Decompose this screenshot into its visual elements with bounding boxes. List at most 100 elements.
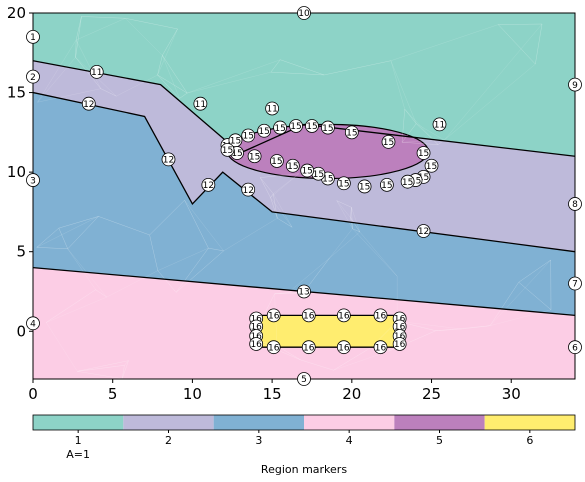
boundary-marker: 16 <box>301 340 316 355</box>
boundary-marker-label: 12 <box>418 227 429 237</box>
colorbar-label: Region markers <box>261 463 347 476</box>
boundary-marker: 15 <box>357 179 372 194</box>
boundary-marker-label: 16 <box>268 343 280 353</box>
boundary-marker: 3 <box>26 173 40 187</box>
boundary-marker-label: 15 <box>322 124 333 134</box>
boundary-marker-label: 3 <box>30 176 36 186</box>
x-tick-label: 20 <box>342 385 361 403</box>
colorbar-tick-label: 4 <box>346 434 353 447</box>
boundary-marker-label: 4 <box>30 320 36 330</box>
boundary-marker-label: 11 <box>434 121 445 131</box>
boundary-marker-label: 13 <box>298 288 309 298</box>
x-tick-label: 10 <box>183 385 202 403</box>
x-tick-label: 0 <box>28 385 38 403</box>
boundary-marker: 15 <box>257 123 272 138</box>
boundary-marker: 13 <box>297 284 311 299</box>
boundary-marker: 15 <box>344 125 359 140</box>
boundary-marker: 15 <box>311 166 326 181</box>
boundary-marker-label: 15 <box>290 122 301 132</box>
y-tick-label: 20 <box>7 4 26 22</box>
boundary-marker-label: 16 <box>268 312 280 322</box>
boundary-marker: 1 <box>26 29 40 44</box>
boundary-marker: 16 <box>373 308 388 323</box>
boundary-marker: 12 <box>201 177 216 192</box>
boundary-marker: 16 <box>336 308 351 323</box>
boundary-marker-label: 9 <box>572 81 578 91</box>
boundary-marker-label: 16 <box>250 323 262 333</box>
colorbar-tick-label: 6 <box>526 434 533 447</box>
boundary-marker-label: 7 <box>572 280 578 290</box>
boundary-marker-label: 12 <box>83 100 94 110</box>
x-tick-label: 15 <box>263 385 282 403</box>
boundary-marker: 15 <box>269 154 284 168</box>
x-axis: 0 5 10 15 20 25 30 <box>28 379 521 403</box>
boundary-marker: 15 <box>379 177 394 192</box>
boundary-marker: 15 <box>247 149 262 164</box>
boundary-marker: 15 <box>424 158 439 173</box>
boundary-marker-label: 15 <box>381 181 392 191</box>
boundary-marker: 16 <box>249 337 264 351</box>
boundary-marker: 15 <box>285 158 300 173</box>
boundary-marker-label: 15 <box>222 146 233 156</box>
boundary-marker-label: 15 <box>249 152 260 162</box>
boundary-marker: 9 <box>568 77 582 92</box>
colorbar-swatch <box>123 415 214 430</box>
boundary-marker: 15 <box>305 119 319 133</box>
boundary-marker: 11 <box>89 64 104 79</box>
boundary-marker-label: 11 <box>266 105 277 115</box>
boundary-marker: 12 <box>81 96 96 111</box>
colorbar-tick-label: 2 <box>165 434 172 447</box>
colorbar-tick-label: 1 <box>75 434 82 447</box>
boundary-marker-label: 10 <box>298 9 310 19</box>
boundary-marker-label: 15 <box>402 178 413 188</box>
boundary-marker: 12 <box>416 224 431 238</box>
boundary-marker: 10 <box>297 6 311 20</box>
boundary-marker-label: 15 <box>287 162 298 172</box>
x-tick-label: 25 <box>422 385 441 403</box>
colorbar-tick-label: 3 <box>255 434 262 447</box>
boundary-marker-label: 16 <box>303 312 315 322</box>
boundary-marker: 7 <box>568 276 582 291</box>
boundary-marker-label: 12 <box>203 181 214 191</box>
boundary-marker: 16 <box>392 319 407 334</box>
mesh-lines <box>36 16 552 379</box>
boundary-marker: 16 <box>373 340 388 355</box>
boundary-marker-label: 12 <box>242 186 253 196</box>
boundary-marker: 12 <box>241 182 256 197</box>
colorbar-swatch <box>33 415 124 430</box>
colorbar: 1 2 3 4 5 6 A=1 Region markers <box>32 414 576 476</box>
boundary-marker-label: 15 <box>258 127 269 137</box>
boundary-marker: 16 <box>392 337 407 351</box>
colorbar-frame <box>32 414 576 431</box>
boundary-marker-label: 16 <box>338 343 350 353</box>
boundary-marker-label: 15 <box>338 179 349 189</box>
colorbar-swatch <box>213 415 304 430</box>
boundary-marker: 11 <box>432 117 447 132</box>
y-axis: 0 5 10 15 20 <box>7 4 33 340</box>
boundary-marker-label: 15 <box>271 157 282 167</box>
boundary-marker-label: 16 <box>394 323 406 333</box>
boundary-marker: 16 <box>336 340 351 355</box>
colorbar-swatch <box>394 415 485 430</box>
boundary-marker: 16 <box>266 308 281 323</box>
boundary-marker-label: 5 <box>301 375 307 385</box>
boundary-marker-label: 15 <box>313 170 324 180</box>
colorbar-annotation: A=1 <box>66 448 90 461</box>
x-tick-label: 5 <box>108 385 118 403</box>
boundary-marker-label: 15 <box>383 138 394 148</box>
boundary-marker: 16 <box>301 308 316 323</box>
boundary-marker: 15 <box>416 146 431 160</box>
boundary-marker: 11 <box>193 96 208 111</box>
boundary-marker: 8 <box>568 197 582 211</box>
boundary-marker: 11 <box>265 101 280 116</box>
boundary-marker-label: 15 <box>322 175 333 185</box>
colorbar-swatch <box>484 415 575 430</box>
y-tick-label: 10 <box>7 163 26 181</box>
boundary-marker: 15 <box>220 142 235 157</box>
boundary-marker-label: 15 <box>242 132 253 142</box>
boundary-marker-label: 16 <box>375 343 387 353</box>
boundary-marker-label: 8 <box>572 200 578 210</box>
boundary-marker-label: 16 <box>394 340 406 350</box>
